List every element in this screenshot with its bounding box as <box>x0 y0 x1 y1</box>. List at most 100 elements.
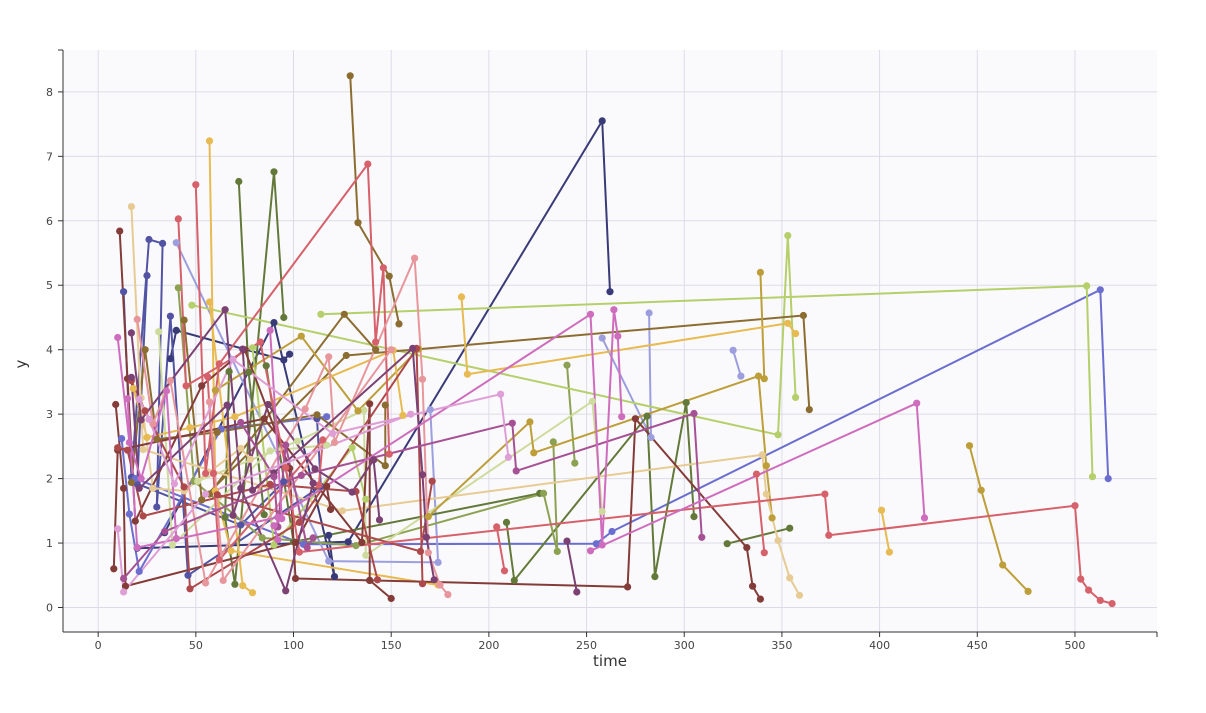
series-point-43 <box>385 450 393 458</box>
series-point-55 <box>237 418 245 427</box>
series-point-49 <box>436 581 444 589</box>
series-point-46 <box>500 567 509 575</box>
series-point-36 <box>237 444 245 452</box>
series-point-3 <box>184 571 192 579</box>
series-point-49 <box>325 353 333 361</box>
series-point-24 <box>141 346 149 354</box>
series-point-37 <box>116 227 124 235</box>
series-point-23 <box>342 351 350 360</box>
series-point-51 <box>311 465 319 473</box>
series-point-0 <box>598 117 606 125</box>
series-point-26 <box>756 268 765 276</box>
series-point-36 <box>246 455 255 463</box>
series-point-34 <box>885 548 894 556</box>
series-point-42 <box>180 483 188 491</box>
series-point-3 <box>166 312 174 320</box>
x-tick-label: 200 <box>478 639 499 652</box>
y-tick-label: 5 <box>46 279 53 292</box>
series-point-9 <box>647 433 655 441</box>
series-point-6 <box>125 510 133 518</box>
series-point-39 <box>358 538 366 547</box>
x-tick-label: 450 <box>967 639 988 652</box>
series-point-28 <box>526 418 534 426</box>
series-point-54 <box>508 419 516 427</box>
y-tick-label: 2 <box>46 473 53 486</box>
series-point-54 <box>512 467 520 475</box>
x-tick-label: 350 <box>771 639 792 652</box>
series-point-43 <box>372 338 380 346</box>
series-line-50 <box>130 308 315 592</box>
series-point-8 <box>729 346 737 354</box>
series-point-38 <box>327 505 335 514</box>
series-line-8 <box>732 350 742 377</box>
series-point-10 <box>245 368 253 376</box>
series-point-37 <box>387 594 395 603</box>
series-point-44 <box>825 531 833 539</box>
series-points <box>110 72 1116 608</box>
series-point-12 <box>690 513 698 521</box>
series-point-26 <box>760 375 768 383</box>
series-point-44 <box>1108 600 1116 608</box>
series-point-35 <box>127 203 135 211</box>
series-point-52 <box>418 471 427 479</box>
series-line-38 <box>114 404 332 588</box>
series-point-38 <box>112 400 120 409</box>
series-point-1 <box>166 355 174 363</box>
series-line-34 <box>880 510 891 553</box>
series-point-44 <box>282 464 290 472</box>
series-point-14 <box>786 524 794 532</box>
x-tick-label: 500 <box>1064 639 1085 652</box>
series-point-11 <box>231 580 239 588</box>
series-point-22 <box>354 219 362 227</box>
series-point-48 <box>219 576 227 585</box>
series-point-41 <box>428 477 436 485</box>
series-point-60 <box>497 390 505 398</box>
series-point-40 <box>114 444 122 452</box>
series-point-33 <box>231 413 239 421</box>
series-point-49 <box>202 579 210 587</box>
series-point-38 <box>121 582 130 590</box>
series-point-57 <box>270 522 278 530</box>
series-point-50 <box>282 587 290 595</box>
series-point-17 <box>188 301 196 309</box>
series-point-16 <box>571 459 579 467</box>
series-point-12 <box>502 518 511 527</box>
series-point-40 <box>373 576 382 584</box>
series-point-12 <box>510 576 518 585</box>
series-line-53 <box>566 540 578 593</box>
series-point-40 <box>266 480 274 488</box>
series-point-49 <box>411 254 419 262</box>
series-point-11 <box>225 368 233 376</box>
series-point-61 <box>114 525 122 533</box>
series-point-11 <box>221 513 229 521</box>
series-point-49 <box>418 375 427 383</box>
series-point-42 <box>418 580 427 588</box>
y-axis-title: y <box>12 359 30 368</box>
series-point-49 <box>301 405 309 413</box>
series-point-52 <box>430 576 438 584</box>
series-point-3 <box>159 239 167 247</box>
series-point-51 <box>370 456 378 464</box>
series-point-42 <box>141 407 149 415</box>
series-point-2 <box>325 531 333 539</box>
series-point-56 <box>614 332 622 340</box>
series-line-35 <box>130 206 801 596</box>
series-point-50 <box>137 416 145 424</box>
series-point-35 <box>774 536 782 545</box>
series-point-43 <box>379 264 387 272</box>
series-point-13 <box>262 362 270 370</box>
series-point-19 <box>362 495 370 503</box>
series-point-44 <box>182 382 190 390</box>
x-tick-label: 100 <box>283 639 304 652</box>
series-point-40 <box>123 446 132 454</box>
series-line-46 <box>495 526 506 571</box>
series-line-32 <box>460 296 797 376</box>
series-point-39 <box>110 565 118 573</box>
series-point-24 <box>313 411 321 419</box>
series-line-22 <box>349 75 400 325</box>
axes <box>62 50 1157 633</box>
series-point-15 <box>540 489 548 497</box>
y-tick-label: 6 <box>46 215 53 228</box>
series-point-18 <box>317 310 325 318</box>
series-point-37 <box>131 517 139 525</box>
